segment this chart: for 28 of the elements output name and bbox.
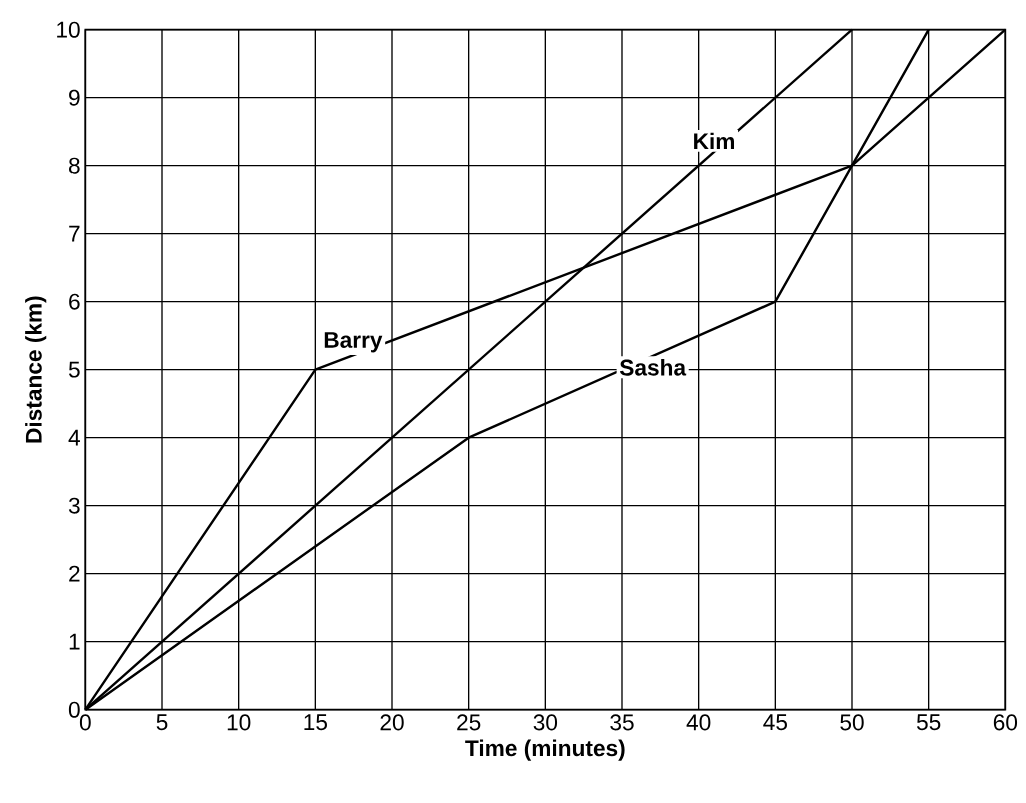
y-tick-label: 7 <box>69 225 80 242</box>
x-tick-label: 40 <box>686 714 711 731</box>
y-tick-label: 5 <box>68 361 80 378</box>
x-tick-label: 60 <box>993 714 1018 731</box>
y-tick-label: 6 <box>69 293 80 310</box>
x-tick-label: 35 <box>610 714 634 731</box>
y-tick-label: 2 <box>69 565 80 582</box>
y-tick-label: 9 <box>69 89 80 106</box>
y-tick-label: 10 <box>57 21 80 38</box>
x-tick-label: 30 <box>533 714 558 731</box>
x-tick-label: 15 <box>304 714 327 731</box>
x-tick-label: 25 <box>457 714 481 731</box>
y-tick-label: 1 <box>69 633 80 650</box>
x-tick-label: 55 <box>916 714 941 731</box>
x-axis-title: Time (minutes) <box>465 739 625 761</box>
x-tick-label: 5 <box>156 714 168 731</box>
series-label: Sasha <box>619 359 687 376</box>
x-tick-label: 50 <box>840 714 864 731</box>
y-axis-title: Distance (km) <box>25 296 47 443</box>
y-tick-label: 4 <box>68 429 80 446</box>
series-label: Kim <box>694 132 735 150</box>
y-tick-label: 3 <box>68 497 80 514</box>
x-tick-label: 10 <box>227 714 251 731</box>
x-tick-label: 20 <box>380 714 404 731</box>
series-label: Barry <box>324 332 383 353</box>
y-tick-label: 8 <box>69 157 80 174</box>
x-tick-label: 45 <box>763 714 787 731</box>
y-tick-label: 0 <box>68 701 80 718</box>
